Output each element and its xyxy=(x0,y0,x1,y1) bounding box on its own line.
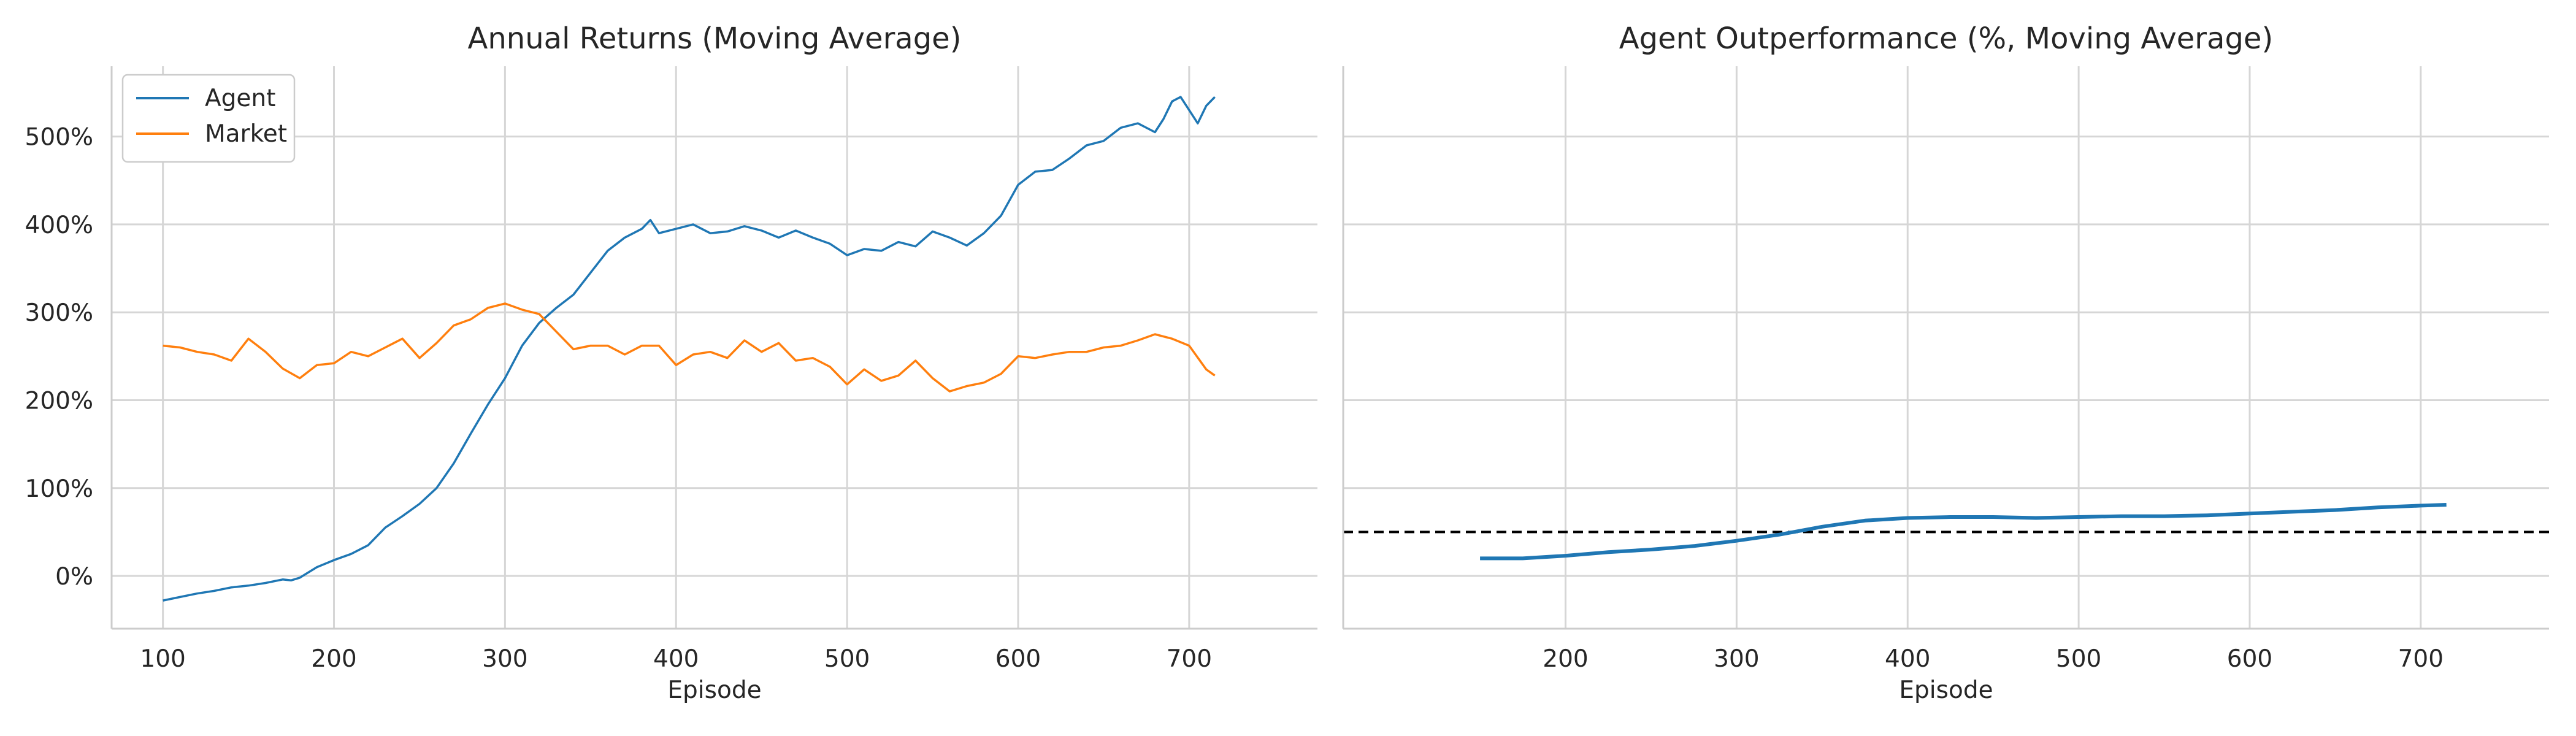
x-tick-label: 200 xyxy=(311,645,356,673)
series-group xyxy=(163,96,1216,602)
legend: Agent Market xyxy=(121,74,296,163)
x-tick-label: 700 xyxy=(2398,645,2444,673)
chart-title: Agent Outperformance (%, Moving Average) xyxy=(1619,21,2273,56)
x-tick-label: 300 xyxy=(1714,645,1759,673)
x-tick-labels: 200 300 400 500 600 700 xyxy=(1543,645,2444,673)
x-tick-label: 600 xyxy=(2227,645,2272,673)
legend-entry-agent: Agent xyxy=(136,85,275,112)
x-tick-label: 400 xyxy=(653,645,699,673)
y-tick-label: 400% xyxy=(25,212,94,239)
x-tick-label: 500 xyxy=(824,645,870,673)
x-axis-label: Episode xyxy=(667,677,761,704)
y-tick-label: 100% xyxy=(25,475,94,503)
x-tick-label: 600 xyxy=(995,645,1041,673)
x-tick-label: 500 xyxy=(2056,645,2101,673)
x-tick-label: 400 xyxy=(1885,645,1930,673)
y-tick-label: 200% xyxy=(25,387,94,415)
x-tick-label: 200 xyxy=(1543,645,1588,673)
gridlines xyxy=(112,66,1317,629)
legend-label-agent: Agent xyxy=(205,85,275,112)
outperformance-panel: Agent Outperformance (%, Moving Average)… xyxy=(1342,21,2549,704)
x-tick-label: 300 xyxy=(482,645,527,673)
series-line-market xyxy=(163,302,1216,393)
y-tick-label: 0% xyxy=(55,563,93,591)
x-tick-labels: 100 200 300 400 500 600 700 xyxy=(140,645,1212,673)
y-tick-label: 500% xyxy=(25,124,94,151)
series-line-0 xyxy=(1480,503,2447,561)
series-line-agent xyxy=(163,96,1216,602)
series-group xyxy=(1480,503,2447,561)
x-tick-label: 700 xyxy=(1167,645,1212,673)
x-tick-label: 100 xyxy=(140,645,185,673)
y-tick-labels: 0% 100% 200% 300% 400% 500% xyxy=(25,124,94,591)
returns-panel: Annual Returns (Moving Average) 100 200 30… xyxy=(25,21,1317,704)
legend-frame xyxy=(121,74,296,163)
legend-label-market: Market xyxy=(205,120,287,148)
x-axis-label: Episode xyxy=(1899,677,1993,704)
gridlines xyxy=(1343,66,2549,629)
legend-entry-market: Market xyxy=(136,120,287,148)
y-tick-label: 300% xyxy=(25,299,94,327)
chart-title: Annual Returns (Moving Average) xyxy=(468,21,962,56)
